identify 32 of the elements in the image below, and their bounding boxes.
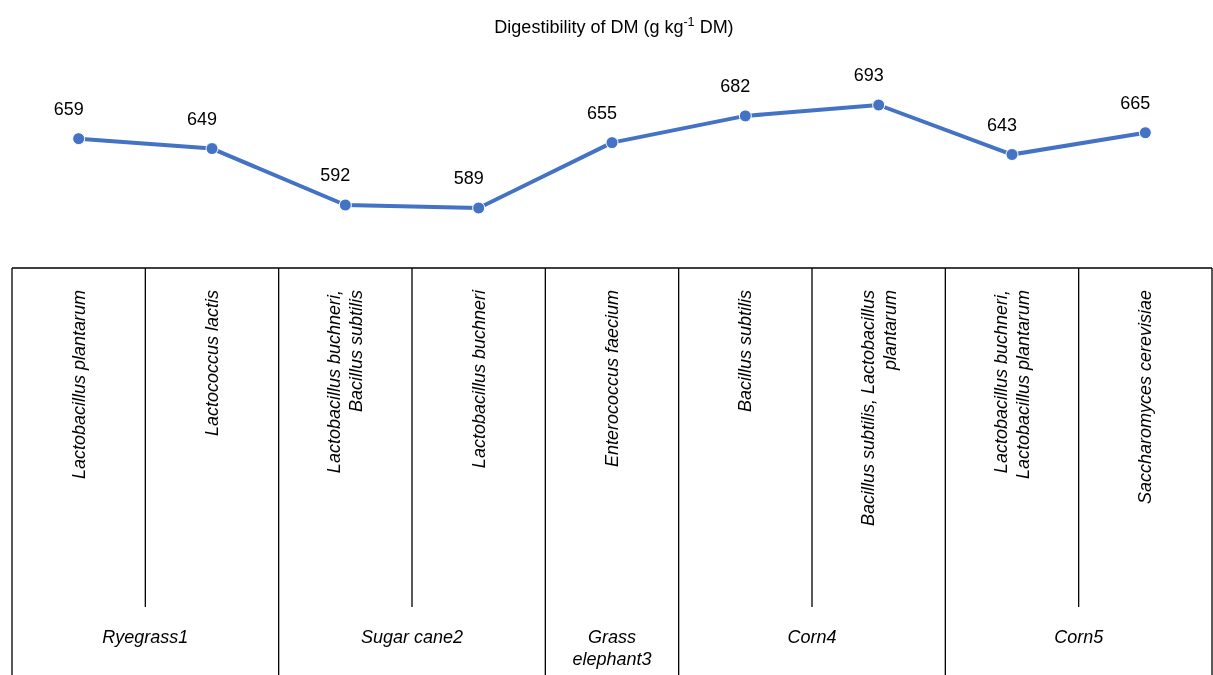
x-tick-label: Bacillus subtilis, Lactobacillus plantarum <box>857 290 900 527</box>
x-tick-label: Saccharomyces cerevisiae <box>1135 290 1156 505</box>
data-label: 655 <box>586 102 618 123</box>
point <box>605 136 619 150</box>
data-label: 643 <box>986 114 1018 135</box>
data-label: 659 <box>53 98 84 119</box>
x-tick-label: Lactobacillus buchneri, Bacillus subtilis <box>324 290 367 474</box>
point <box>205 142 219 156</box>
text: Sugar cane2 <box>360 627 464 647</box>
point <box>1005 148 1019 162</box>
data-label: 649 <box>186 108 218 129</box>
data-label: 682 <box>720 75 751 96</box>
point <box>472 201 486 215</box>
data-label: 592 <box>320 165 351 186</box>
text: Corn5 <box>1054 627 1105 647</box>
x-tick-label: Lactobacillus buchneri <box>468 289 489 469</box>
data-label: 665 <box>1120 92 1151 113</box>
text: Ryegrass1 <box>102 627 189 647</box>
x-tick-label: Enterococcus faecium <box>602 290 622 468</box>
data-label: 589 <box>453 168 484 188</box>
text: Grass elephant3 <box>572 627 652 669</box>
text: Corn4 <box>787 627 837 647</box>
x-tick-label: Lactococcus lactis <box>202 290 222 437</box>
x-tick-label: Lactobacillus plantarum <box>68 290 89 480</box>
point <box>72 132 86 146</box>
point <box>338 198 352 212</box>
point <box>1138 126 1152 140</box>
x-tick-label: Bacillus subtilis <box>735 290 756 413</box>
point <box>738 109 752 123</box>
point <box>872 98 886 112</box>
data-label: 693 <box>853 65 884 85</box>
chart-title: Digestibility of DM (g kg$^{-1}$ DM) <box>494 15 734 37</box>
